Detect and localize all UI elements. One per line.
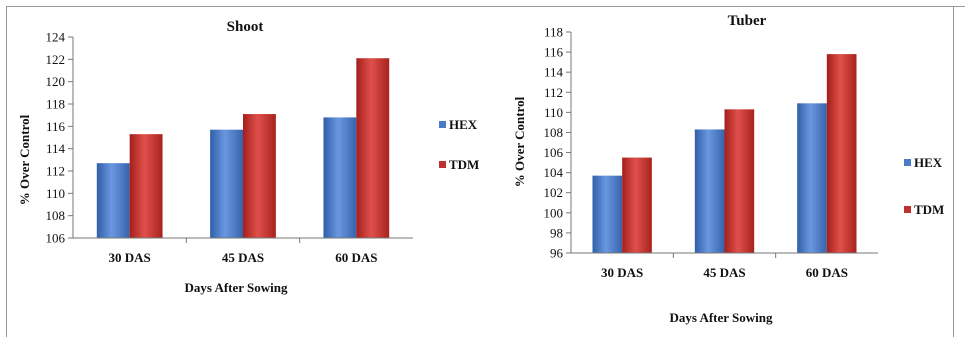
tuber-y-axis-ticks: 96 98 100 102 104 106 108 110 112 114 116 118 bbox=[544, 25, 571, 261]
shoot-y-axis-ticks: 106 108 110 112 114 116 118 120 122 124 bbox=[46, 30, 73, 246]
shoot-legend: HEX TDM bbox=[439, 117, 479, 172]
tuber-y-tick-label: 112 bbox=[544, 85, 563, 100]
shoot-y-tick-label: 122 bbox=[46, 52, 66, 67]
tuber-category-labels: 30 DAS 45 DAS 60 DAS bbox=[601, 253, 848, 280]
tuber-y-tick-label: 116 bbox=[544, 45, 564, 60]
shoot-y-tick-label: 106 bbox=[46, 231, 66, 246]
tuber-legend-label-tdm: TDM bbox=[914, 202, 944, 217]
tuber-category-label: 60 DAS bbox=[806, 265, 848, 280]
tuber-legend-swatch-tdm bbox=[904, 206, 911, 213]
tuber-legend: HEX TDM bbox=[904, 155, 944, 217]
tuber-y-axis-label: % Over Control bbox=[512, 96, 527, 187]
tuber-category-label: 45 DAS bbox=[703, 265, 745, 280]
shoot-y-tick-label: 120 bbox=[46, 74, 66, 89]
shoot-bar-tdm-60-das bbox=[356, 58, 390, 238]
tuber-y-tick-label: 96 bbox=[550, 246, 564, 261]
shoot-y-axis-label: % Over Control bbox=[17, 114, 32, 205]
tuber-chart: Tuber % Over Control Days After Sowing 9… bbox=[512, 13, 944, 325]
shoot-x-axis-label: Days After Sowing bbox=[184, 280, 288, 295]
tuber-y-tick-label: 118 bbox=[544, 25, 563, 40]
tuber-chart-title: Tuber bbox=[728, 13, 767, 29]
shoot-bar-hex-60-das bbox=[323, 117, 357, 238]
tuber-legend-label-hex: HEX bbox=[914, 155, 943, 170]
tuber-category-label: 30 DAS bbox=[601, 265, 643, 280]
shoot-category-label: 45 DAS bbox=[222, 250, 264, 265]
tuber-bar-hex-60-das bbox=[797, 103, 827, 253]
tuber-x-axis-label: Days After Sowing bbox=[669, 310, 773, 325]
tuber-y-tick-label: 100 bbox=[544, 205, 564, 220]
shoot-bars bbox=[96, 58, 390, 238]
shoot-chart-title: Shoot bbox=[227, 19, 264, 35]
tuber-bars bbox=[592, 54, 857, 253]
shoot-y-tick-label: 124 bbox=[46, 30, 66, 45]
shoot-y-tick-label: 116 bbox=[46, 119, 66, 134]
tuber-y-tick-label: 110 bbox=[544, 105, 563, 120]
shoot-bar-tdm-30-das bbox=[129, 134, 163, 238]
shoot-y-tick-label: 110 bbox=[46, 186, 65, 201]
shoot-category-label: 30 DAS bbox=[109, 250, 151, 265]
shoot-category-label: 60 DAS bbox=[335, 250, 377, 265]
tuber-y-tick-label: 98 bbox=[550, 225, 563, 240]
shoot-bar-hex-45-das bbox=[210, 129, 243, 238]
tuber-bar-tdm-30-das bbox=[622, 157, 652, 253]
shoot-legend-swatch-tdm bbox=[439, 161, 446, 168]
tuber-y-tick-label: 114 bbox=[544, 65, 564, 80]
tuber-y-tick-label: 104 bbox=[544, 165, 564, 180]
shoot-chart: Shoot % Over Control Days After Sowing 1… bbox=[17, 19, 479, 295]
tuber-legend-swatch-hex bbox=[904, 159, 911, 166]
shoot-legend-label-hex: HEX bbox=[449, 117, 478, 132]
tuber-y-tick-label: 102 bbox=[544, 185, 564, 200]
tuber-bar-tdm-45-das bbox=[724, 109, 755, 253]
shoot-bar-tdm-45-das bbox=[243, 114, 276, 238]
shoot-y-tick-label: 118 bbox=[46, 97, 65, 112]
shoot-legend-label-tdm: TDM bbox=[449, 157, 479, 172]
shoot-y-tick-label: 114 bbox=[46, 141, 66, 156]
tuber-y-tick-label: 106 bbox=[544, 145, 564, 160]
tuber-y-tick-label: 108 bbox=[544, 125, 564, 140]
tuber-bar-hex-30-das bbox=[592, 175, 623, 253]
shoot-y-tick-label: 112 bbox=[46, 164, 65, 179]
shoot-y-tick-label: 108 bbox=[46, 208, 66, 223]
shoot-category-labels: 30 DAS 45 DAS 60 DAS bbox=[109, 238, 377, 265]
tuber-bar-tdm-60-das bbox=[826, 54, 857, 253]
tuber-bar-hex-45-das bbox=[694, 129, 725, 253]
shoot-bar-hex-30-das bbox=[96, 163, 130, 238]
shoot-legend-swatch-hex bbox=[439, 121, 446, 128]
